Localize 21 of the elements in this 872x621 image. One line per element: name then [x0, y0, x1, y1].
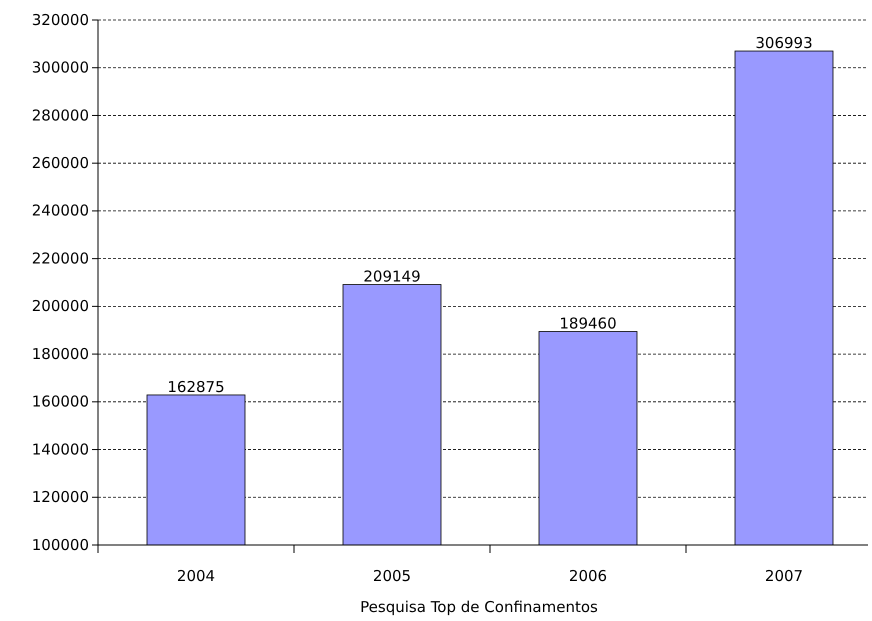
- data-label: 209149: [363, 268, 421, 286]
- y-tick-label: 180000: [32, 344, 89, 363]
- data-label: 306993: [755, 34, 813, 52]
- x-tick-label: 2006: [568, 567, 608, 585]
- y-tick-label: 200000: [32, 297, 89, 316]
- x-axis-title: Pesquisa Top de Confinamentos: [360, 598, 598, 616]
- y-tick-label: 260000: [32, 154, 89, 172]
- y-tick-label: 280000: [32, 106, 89, 124]
- y-tick-label: 240000: [32, 202, 89, 220]
- y-tick-label: 140000: [32, 440, 89, 458]
- y-tick-label: 100000: [32, 536, 89, 554]
- data-label: 189460: [559, 314, 617, 333]
- y-tick-label: 300000: [32, 58, 89, 77]
- y-tick-label: 120000: [32, 488, 89, 506]
- y-tick-label: 220000: [32, 249, 89, 268]
- y-tick-label: 160000: [32, 392, 89, 411]
- x-tick-label: 2004: [176, 567, 216, 585]
- x-tick-label: 2005: [372, 567, 412, 585]
- x-tick-label: 2007: [764, 567, 804, 585]
- data-label: 162875: [167, 378, 225, 396]
- y-tick-label: 320000: [32, 10, 89, 29]
